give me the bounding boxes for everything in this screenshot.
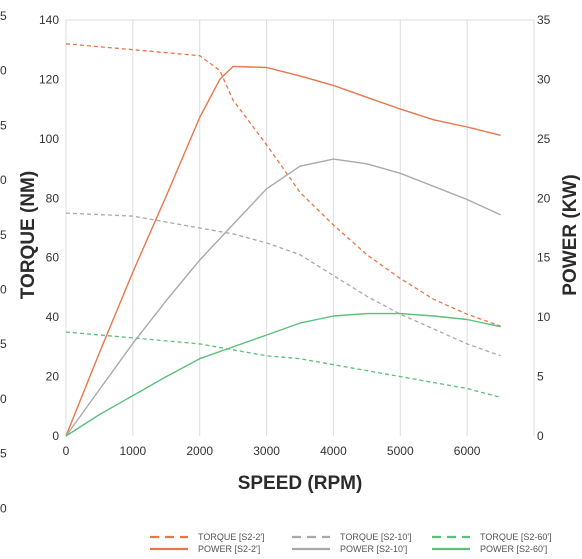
edge-tick-label: 5 <box>0 228 7 242</box>
y-left-tick-label: 100 <box>39 132 59 146</box>
series-line-3 <box>65 158 501 437</box>
x-tick-label: 4000 <box>320 444 347 458</box>
edge-tick-label: 0 <box>0 173 7 187</box>
edge-tick-label: 5 <box>0 337 7 351</box>
y-right-tick-label: 25 <box>537 132 551 146</box>
edge-tick-label: 0 <box>0 392 7 406</box>
legend-label-2: TORQUE [S2-10'] <box>340 532 412 542</box>
legend-label-4: TORQUE [S2-60'] <box>480 532 552 542</box>
edge-tick-label: 5 <box>0 447 7 461</box>
edge-tick-label: 0 <box>0 501 7 515</box>
series-line-1 <box>65 65 501 437</box>
series-line-5 <box>65 312 501 437</box>
legend-label-0: TORQUE [S2-2'] <box>198 532 265 542</box>
y-left-tick-label: 140 <box>39 13 59 27</box>
y-left-tick-label: 60 <box>46 251 60 265</box>
y-left-tick-label: 40 <box>46 310 60 324</box>
y-axis-left-title: TORQUE (NM) <box>18 171 39 299</box>
edge-tick-label: 0 <box>0 283 7 297</box>
edge-tick-label: 5 <box>0 9 7 23</box>
legend-label-5: POWER [S2-60'] <box>480 544 547 554</box>
series-lines <box>65 43 501 437</box>
y-left-tick-label: 0 <box>52 429 59 443</box>
y-right-tick-label: 10 <box>537 310 551 324</box>
x-tick-label: 0 <box>63 444 70 458</box>
grid-lines <box>65 19 535 436</box>
y-right-tick-label: 0 <box>537 429 544 443</box>
y-right-tick-label: 20 <box>537 191 551 205</box>
tick-labels: 0 1000 2000 3000 4000 5000 6000020406080100120… <box>0 9 551 515</box>
y-right-tick-label: 35 <box>537 13 551 27</box>
series-line-2 <box>65 212 501 357</box>
y-right-tick-label: 30 <box>537 72 551 86</box>
y-right-tick-label: 15 <box>537 251 551 265</box>
x-tick-label: 2000 <box>186 444 213 458</box>
y-left-tick-label: 20 <box>46 370 60 384</box>
y-left-tick-label: 120 <box>39 72 59 86</box>
series-line-4 <box>65 331 501 399</box>
legend: TORQUE [S2-2'] POWER [S2-2'] TORQUE [S2-10… <box>150 532 552 554</box>
x-axis-title: SPEED (RPM) <box>238 473 363 494</box>
series-line-0 <box>65 43 501 327</box>
edge-tick-label: 5 <box>0 118 7 132</box>
y-axis-right-title: POWER (KW) <box>560 174 581 295</box>
legend-label-1: POWER [S2-2'] <box>198 544 260 554</box>
x-tick-label: 6000 <box>454 444 481 458</box>
legend-label-3: POWER [S2-10'] <box>340 544 407 554</box>
x-tick-label: 5000 <box>387 444 414 458</box>
x-tick-label: 1000 <box>120 444 147 458</box>
x-tick-label: 3000 <box>253 444 280 458</box>
y-right-tick-label: 5 <box>537 370 544 384</box>
edge-tick-label: 0 <box>0 64 7 78</box>
y-left-tick-label: 80 <box>46 191 60 205</box>
